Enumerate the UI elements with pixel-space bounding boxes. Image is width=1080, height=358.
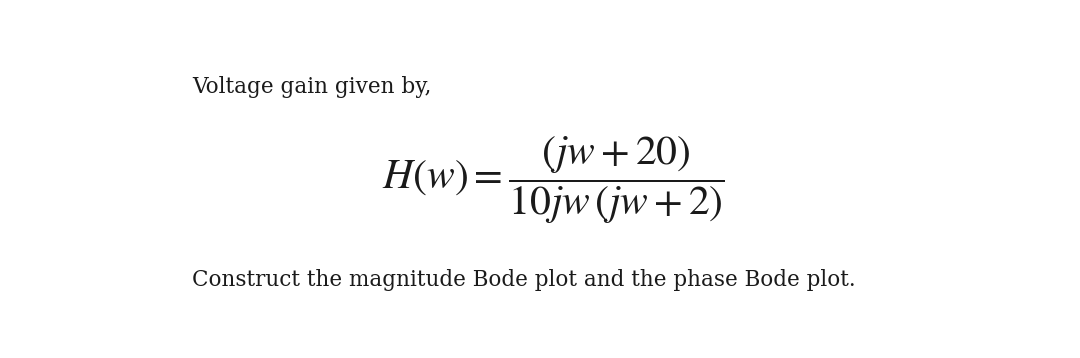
Text: Voltage gain given by,: Voltage gain given by, bbox=[192, 76, 431, 98]
Text: $H(w) = \dfrac{(jw + 20)}{10jw\,(jw + 2)}$: $H(w) = \dfrac{(jw + 20)}{10jw\,(jw + 2)… bbox=[382, 135, 725, 226]
Text: Construct the magnitude Bode plot and the phase Bode plot.: Construct the magnitude Bode plot and th… bbox=[192, 269, 855, 291]
